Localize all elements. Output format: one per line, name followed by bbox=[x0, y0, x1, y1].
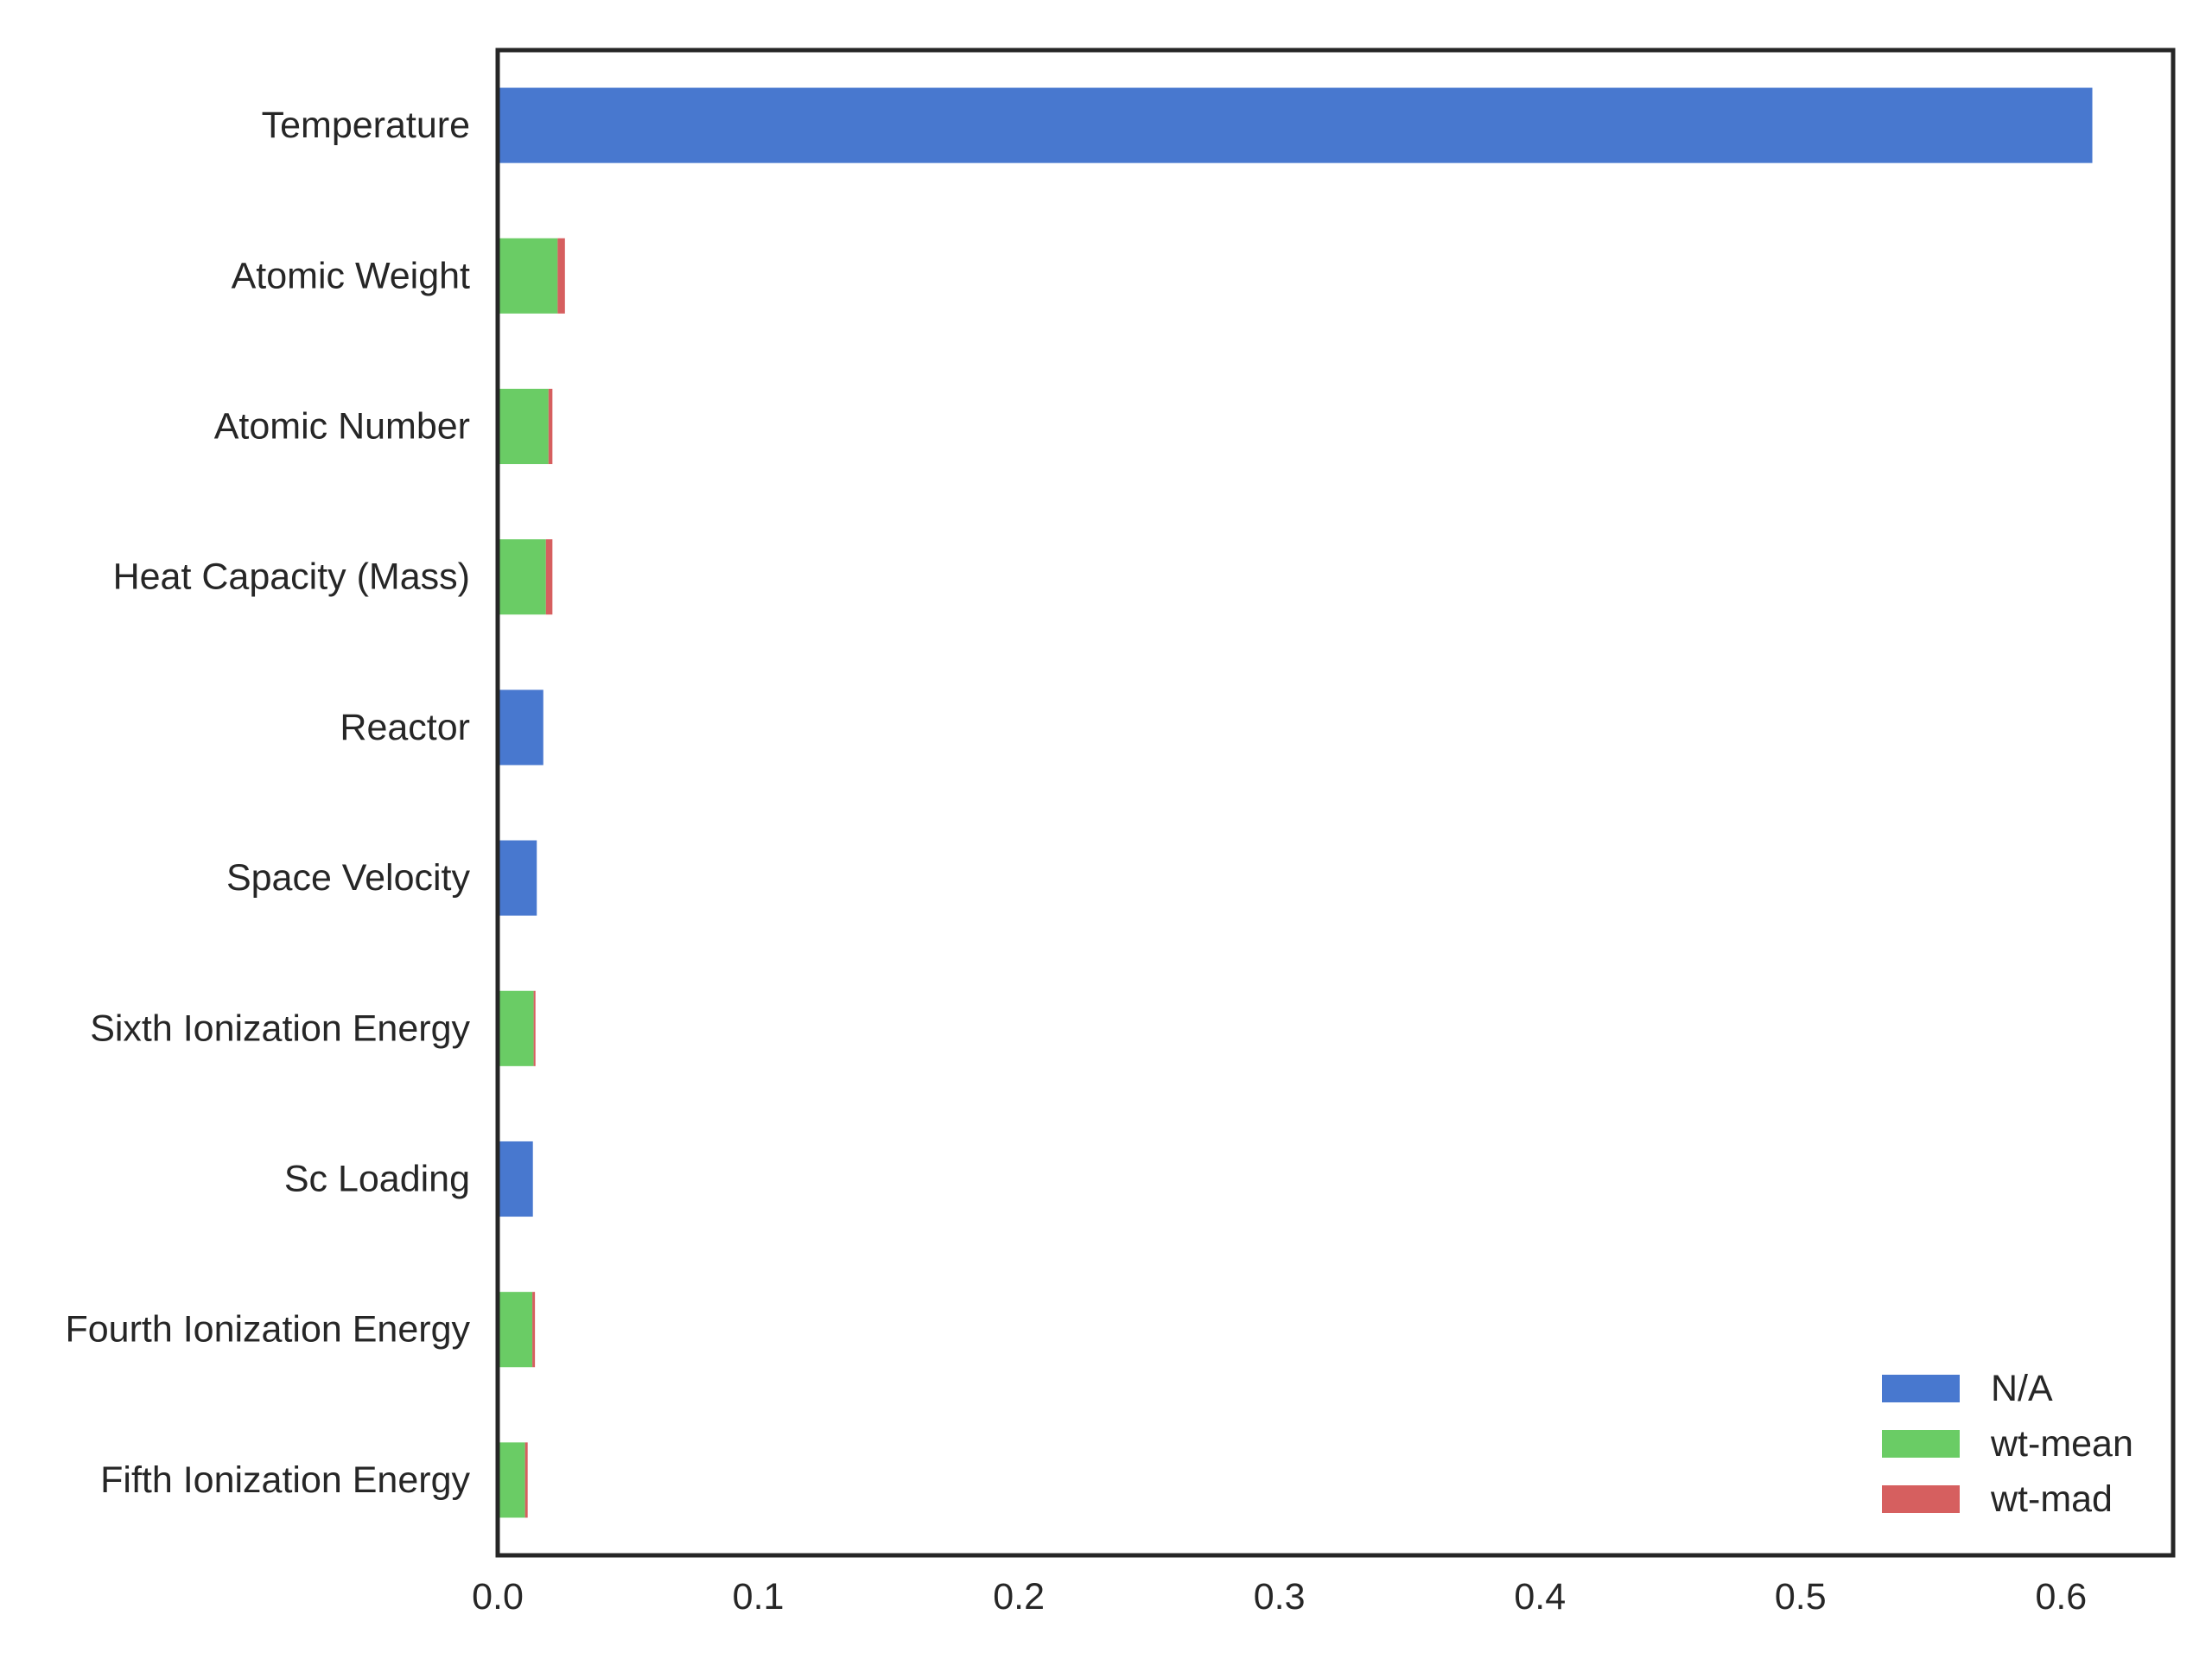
bar-atomic-number-wt-mad bbox=[548, 388, 553, 465]
x-tick-label: 0.4 bbox=[1514, 1576, 1566, 1618]
bar-reactor-n-a bbox=[498, 690, 543, 766]
x-tick-label: 0.0 bbox=[472, 1576, 524, 1618]
bar-heat-capacity-mass-wt-mean bbox=[498, 539, 546, 615]
category-label-sixth-ionization-energy: Sixth Ionization Energy bbox=[90, 1007, 470, 1049]
legend-label-wt-mean: wt-mean bbox=[1990, 1423, 2133, 1465]
bar-sixth-ionization-energy-wt-mean bbox=[498, 990, 534, 1066]
x-axis-ticks: 0.0 0.1 0.2 0.3 0.4 0.5 0.6 bbox=[472, 1576, 2087, 1618]
category-label-fourth-ionization-energy: Fourth Ionization Energy bbox=[66, 1309, 471, 1351]
x-tick-label: 0.6 bbox=[2035, 1576, 2087, 1618]
bar-atomic-number-wt-mean bbox=[498, 388, 549, 465]
bar-fifth-ionization-energy-wt-mean bbox=[498, 1442, 525, 1518]
bar-sixth-ionization-energy-wt-mad bbox=[533, 990, 536, 1066]
bar-space-velocity-n-a bbox=[498, 840, 537, 916]
category-label-space-velocity: Space Velocity bbox=[226, 857, 471, 899]
legend-swatch-n-a bbox=[1882, 1375, 1960, 1402]
category-label-reactor: Reactor bbox=[340, 707, 470, 748]
bar-fourth-ionization-energy-wt-mad bbox=[532, 1292, 536, 1368]
bar-fifth-ionization-energy-wt-mad bbox=[524, 1442, 528, 1518]
category-label-fifth-ionization-energy: Fifth Ionization Energy bbox=[100, 1459, 470, 1501]
category-label-sc-loading: Sc Loading bbox=[284, 1159, 470, 1200]
category-label-temperature: Temperature bbox=[262, 105, 470, 146]
bar-heat-capacity-mass-wt-mad bbox=[545, 539, 553, 615]
bar-atomic-weight-wt-mean bbox=[498, 238, 558, 314]
legend-label-n-a: N/A bbox=[1991, 1368, 2053, 1409]
category-labels: Temperature Atomic Weight Atomic Number Hea… bbox=[66, 105, 471, 1501]
x-tick-label: 0.1 bbox=[733, 1576, 785, 1618]
bars-group bbox=[498, 87, 2093, 1518]
legend-swatch-wt-mean bbox=[1882, 1430, 1960, 1458]
bar-fourth-ionization-energy-wt-mean bbox=[498, 1292, 533, 1368]
x-tick-label: 0.3 bbox=[1254, 1576, 1306, 1618]
legend-swatch-wt-mad bbox=[1882, 1485, 1960, 1513]
legend: N/A wt-mean wt-mad bbox=[1882, 1368, 2133, 1520]
bar-sc-loading-n-a bbox=[498, 1141, 533, 1217]
legend-label-wt-mad: wt-mad bbox=[1990, 1478, 2113, 1520]
bar-atomic-weight-wt-mad bbox=[557, 238, 565, 314]
bar-temperature-n-a bbox=[498, 87, 2093, 163]
category-label-atomic-number: Atomic Number bbox=[214, 406, 470, 448]
plot-frame bbox=[495, 48, 2176, 1558]
category-label-heat-capacity-mass: Heat Capacity (Mass) bbox=[113, 556, 470, 598]
x-tick-label: 0.5 bbox=[1775, 1576, 1827, 1618]
x-tick-label: 0.2 bbox=[993, 1576, 1045, 1618]
category-label-atomic-weight: Atomic Weight bbox=[232, 255, 470, 296]
